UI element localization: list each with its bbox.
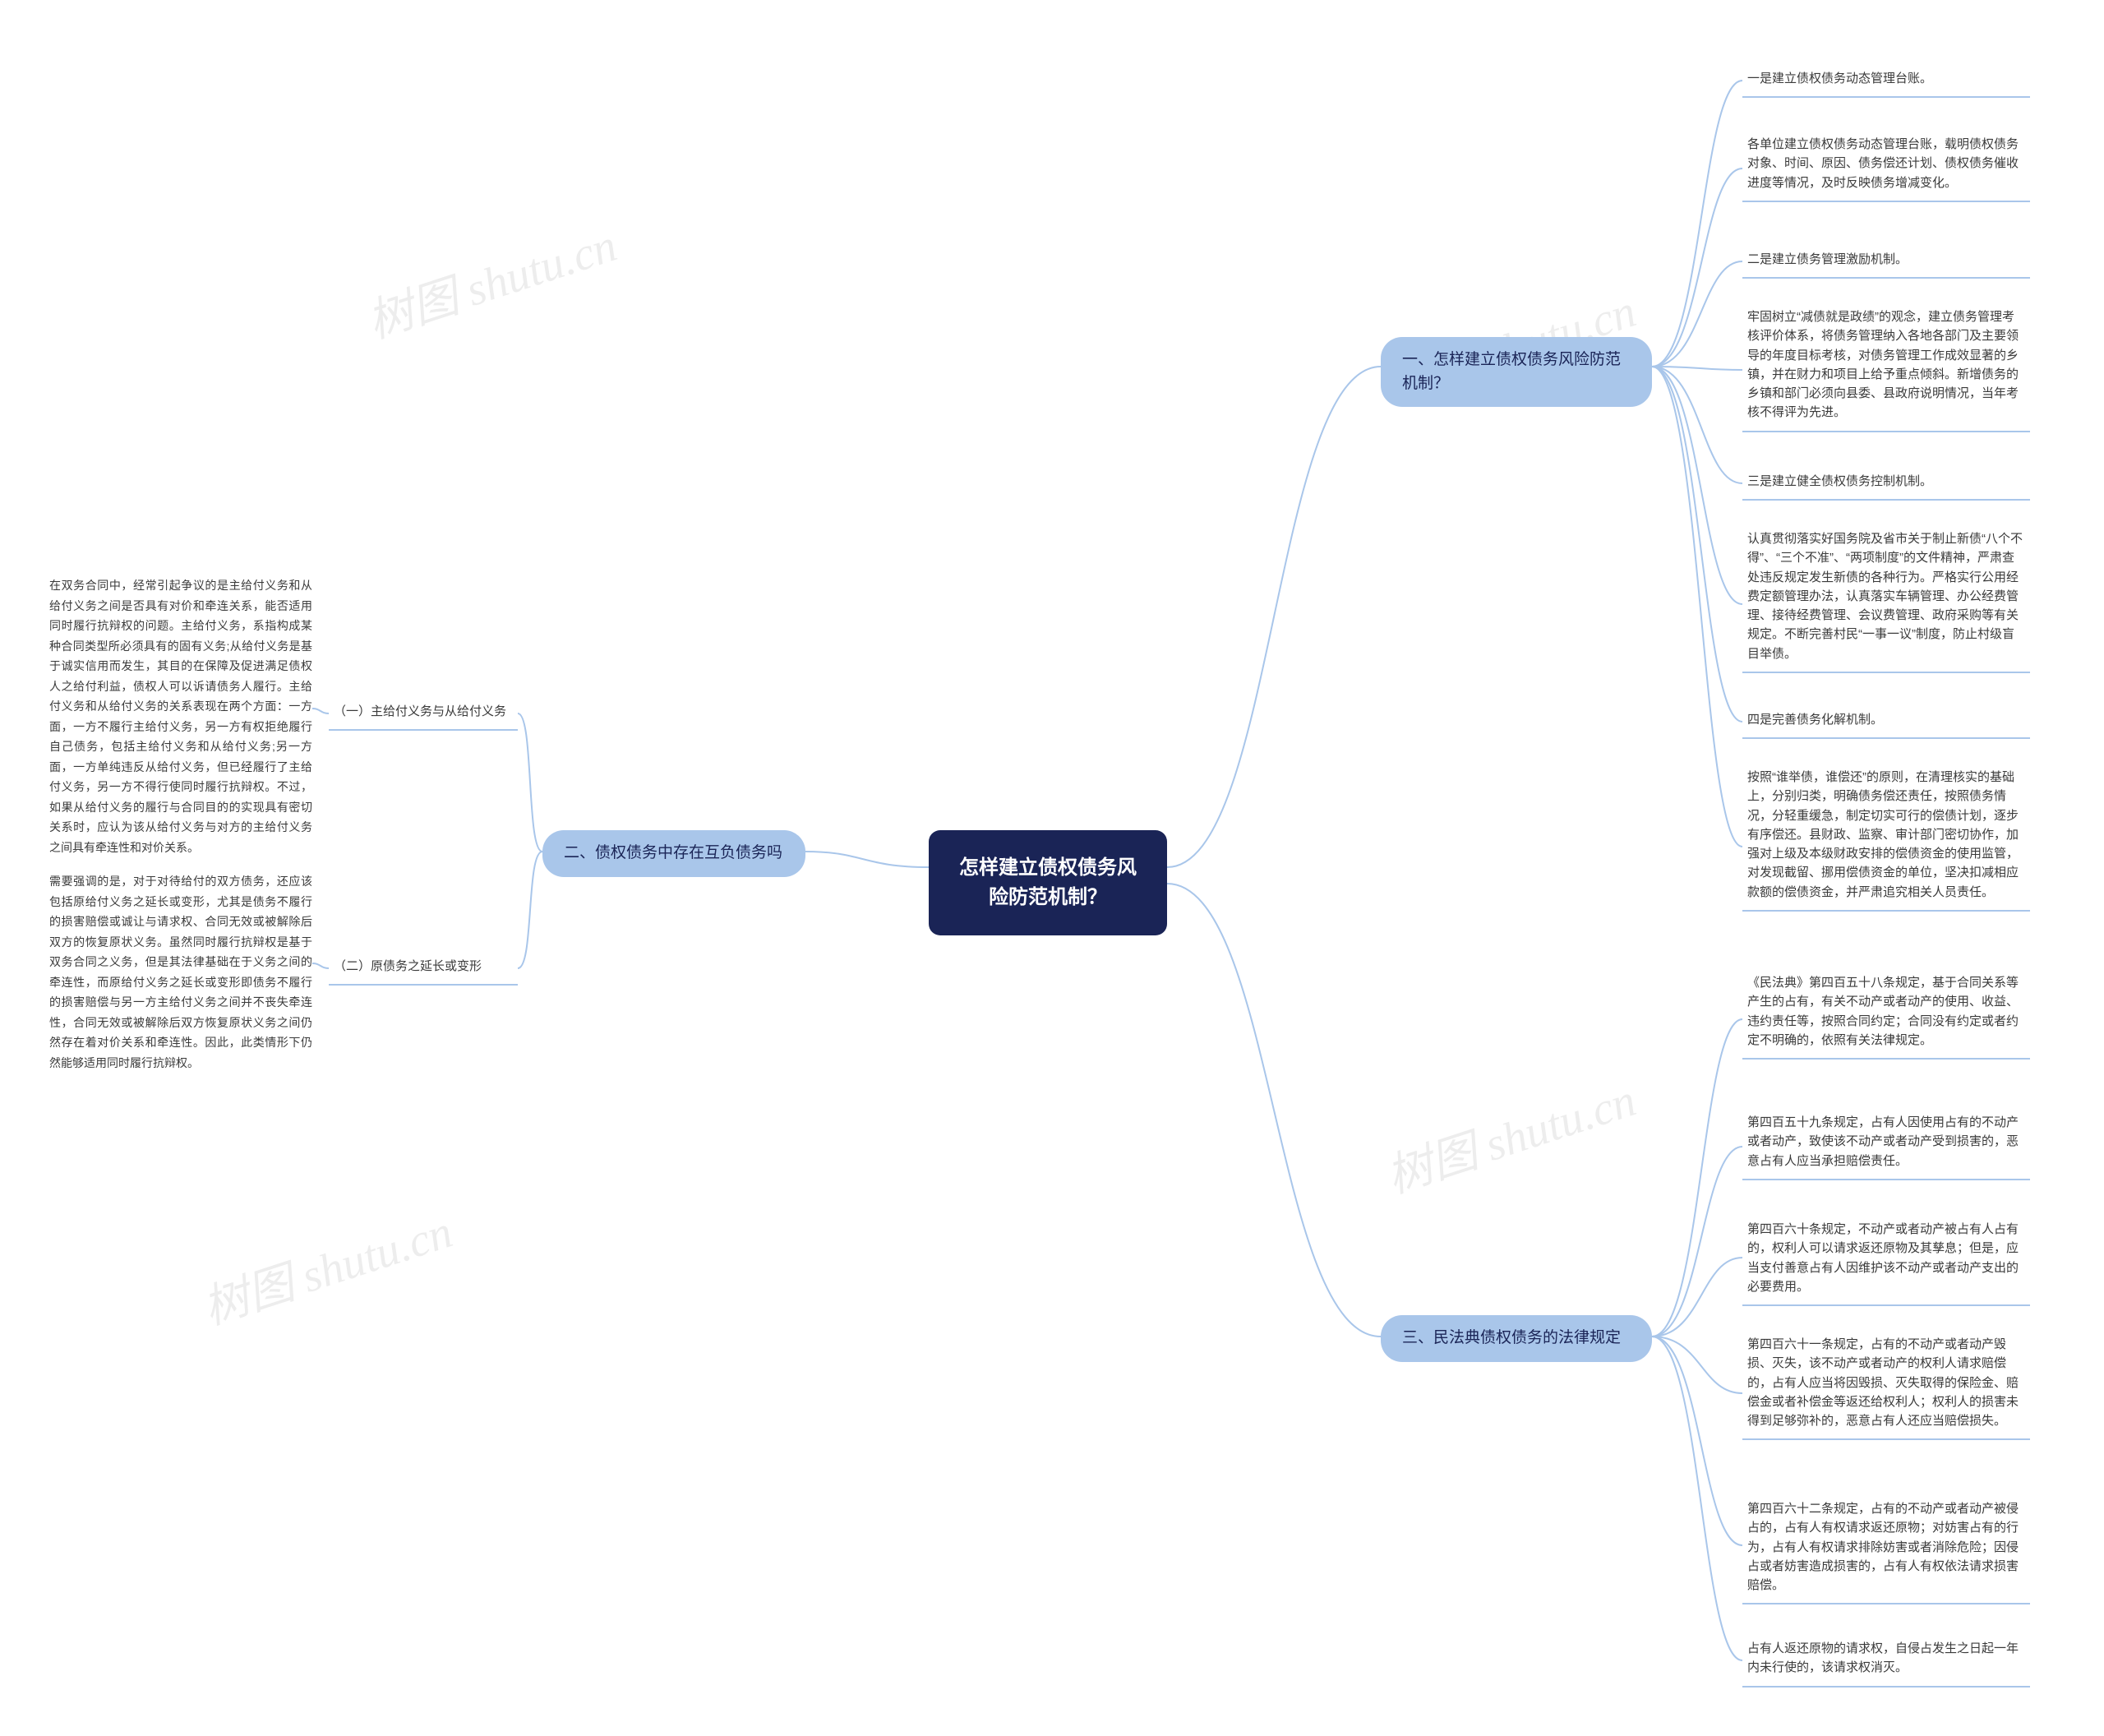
leaf-node[interactable]: 二是建立债务管理激励机制。 xyxy=(1742,247,2030,279)
branch-node-3[interactable]: 三、民法典债权债务的法律规定 xyxy=(1381,1315,1652,1362)
leaf-node[interactable]: 一是建立债权债务动态管理台账。 xyxy=(1742,66,2030,98)
leaf-node[interactable]: 按照“谁举债，谁偿还”的原则，在清理核实的基础上，分别归类，明确债务偿还责任，按… xyxy=(1742,764,2030,912)
leaf-node[interactable]: 占有人返还原物的请求权，自侵占发生之日起一年内未行使的，该请求权消灭。 xyxy=(1742,1636,2030,1688)
root-node[interactable]: 怎样建立债权债务风险防范机制？ xyxy=(929,830,1167,935)
mindmap-canvas: 树图 shutu.cn 树图 shutu.cn 树图 shutu.cn 树图 s… xyxy=(0,0,2104,1736)
leaf-node[interactable]: 认真贯彻落实好国务院及省市关于制止新债“八个不得”、“三个不准”、“两项制度”的… xyxy=(1742,526,2030,673)
leaf-node[interactable]: 各单位建立债权债务动态管理台账，载明债权债务对象、时间、原因、债务偿还计划、债权… xyxy=(1742,132,2030,202)
leaf-node[interactable]: 第四百六十二条规定，占有的不动产或者动产被侵占的，占有人有权请求返还原物；对妨害… xyxy=(1742,1496,2030,1604)
para-node: 需要强调的是，对于对待给付的双方债务，还应该包括原给付义务之延长或变形，尤其是债… xyxy=(49,871,312,1073)
branch-node-2[interactable]: 二、债权债务中存在互负债务吗 xyxy=(542,830,805,877)
para-node: 在双务合同中，经常引起争议的是主给付义务和从给付义务之间是否具有对价和牵连关系，… xyxy=(49,575,312,857)
leaf-node[interactable]: 三是建立健全债权债务控制机制。 xyxy=(1742,469,2030,501)
leaf-node[interactable]: 《民法典》第四百五十八条规定，基于合同关系等产生的占有，有关不动产或者动产的使用… xyxy=(1742,970,2030,1060)
leaf-node[interactable]: 四是完善债务化解机制。 xyxy=(1742,707,2030,739)
leaf-node[interactable]: 第四百六十条规定，不动产或者动产被占有人占有的，权利人可以请求返还原物及其孳息；… xyxy=(1742,1217,2030,1306)
leaf-node[interactable]: 第四百五十九条规定，占有人因使用占有的不动产或者动产，致使该不动产或者动产受到损… xyxy=(1742,1110,2030,1180)
branch-node-1[interactable]: 一、怎样建立债权债务风险防范机制？ xyxy=(1381,337,1652,407)
leaf-node[interactable]: （二）原债务之延长或变形 xyxy=(329,953,518,986)
leaf-node[interactable]: （一）主给付义务与从给付义务 xyxy=(329,699,518,731)
leaf-node[interactable]: 第四百六十一条规定，占有的不动产或者动产毁损、灭失，该不动产或者动产的权利人请求… xyxy=(1742,1332,2030,1440)
leaf-node[interactable]: 牢固树立“减债就是政绩”的观念，建立债务管理考核评价体系，将债务管理纳入各地各部… xyxy=(1742,304,2030,432)
